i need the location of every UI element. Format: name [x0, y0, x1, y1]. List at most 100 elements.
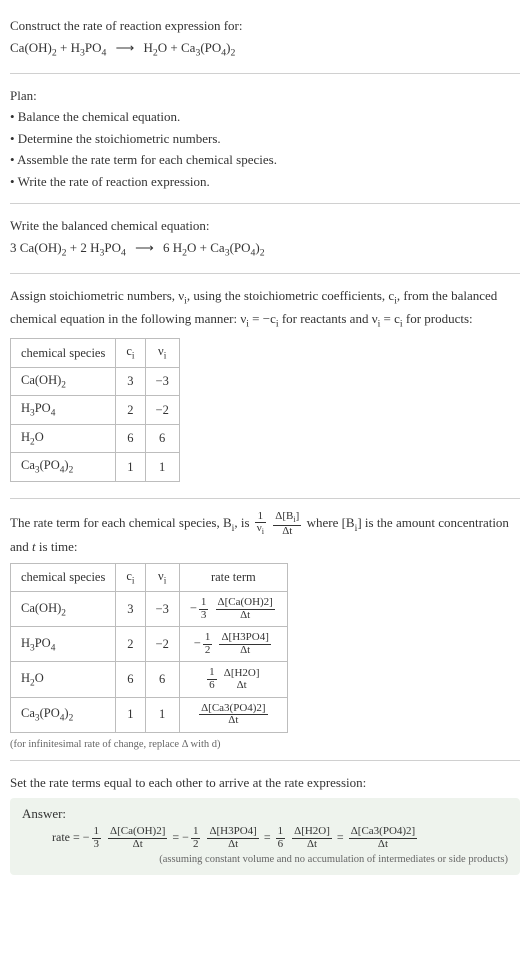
- t: where [B: [307, 515, 355, 530]
- t: , using the stoichiometric coefficients,…: [187, 288, 394, 303]
- t: (PO: [40, 706, 60, 720]
- num: 1: [276, 826, 286, 839]
- cell-rate: −12 Δ[H3PO4]Δt: [179, 627, 287, 662]
- neg: −: [190, 601, 197, 615]
- col-species: chemical species: [11, 563, 116, 592]
- plan-bullet: • Balance the chemical equation.: [10, 107, 520, 127]
- t: , is: [234, 515, 252, 530]
- t: Ca: [181, 40, 195, 55]
- plan-bullet: • Determine the stoichiometric numbers.: [10, 129, 520, 149]
- t: H: [90, 240, 99, 255]
- t: PO: [85, 40, 102, 55]
- col-species: chemical species: [11, 339, 116, 368]
- set-text: Set the rate terms equal to each other t…: [10, 773, 520, 793]
- divider: [10, 760, 520, 761]
- num: 1: [199, 597, 209, 610]
- fraction: Δ[Ca3(PO4)2]Δt: [349, 826, 418, 850]
- den: 3: [199, 610, 209, 622]
- col-rate: rate term: [179, 563, 287, 592]
- s: i: [262, 528, 264, 537]
- cell-species: Ca3(PO4)2: [11, 697, 116, 732]
- fraction: Δ[Ca(OH)2]Δt: [216, 597, 275, 621]
- t: Ca: [21, 706, 35, 720]
- den: Δt: [292, 839, 332, 851]
- prompt-equation: Ca(OH)2 + H3PO4 ⟶ H2O + Ca3(PO4)2: [10, 38, 520, 61]
- col-ci: ci: [116, 563, 145, 592]
- cell-ci: 3: [116, 592, 145, 627]
- plan-header: Plan:: [10, 86, 520, 106]
- cell-nui: 1: [145, 453, 179, 482]
- set-section: Set the rate terms equal to each other t…: [10, 765, 520, 882]
- reaction-arrow: ⟶: [116, 38, 135, 58]
- s: i: [132, 576, 135, 586]
- t: H: [144, 40, 153, 55]
- s: i: [164, 576, 167, 586]
- t: = c: [380, 311, 400, 326]
- cell-nui: 1: [145, 697, 179, 732]
- cell-nui: 6: [145, 424, 179, 453]
- species-h3po4: H3PO4: [71, 40, 107, 55]
- cell-species: H3PO4: [11, 627, 116, 662]
- t: O: [35, 671, 44, 685]
- t: H: [21, 401, 30, 415]
- species-h2o: H2O: [173, 240, 197, 255]
- neg: −: [83, 830, 90, 844]
- prompt-section: Construct the rate of reaction expressio…: [10, 8, 520, 69]
- den: 6: [207, 680, 217, 692]
- s: 4: [121, 247, 126, 258]
- assign-section: Assign stoichiometric numbers, νi, using…: [10, 278, 520, 494]
- cell-nui: 6: [145, 662, 179, 697]
- s: 2: [231, 47, 236, 58]
- balanced-section: Write the balanced chemical equation: 3 …: [10, 208, 520, 269]
- den: Δt: [207, 839, 258, 851]
- plan-bullet: • Write the rate of reaction expression.: [10, 172, 520, 192]
- divider: [10, 203, 520, 204]
- den: Δt: [273, 526, 301, 538]
- fraction: 12: [191, 826, 201, 850]
- coef: 2: [80, 240, 90, 255]
- table-row: Ca(OH)2 3 −3: [11, 367, 180, 396]
- species-ca3po42: Ca3(PO4)2: [210, 240, 264, 255]
- col-ci: ci: [116, 339, 145, 368]
- fraction: 12: [203, 632, 213, 656]
- plus: +: [196, 240, 210, 255]
- t: Ca(OH): [20, 240, 62, 255]
- s: 2: [260, 247, 265, 258]
- t: O: [35, 430, 44, 444]
- num: 1: [191, 826, 201, 839]
- assign-text: Assign stoichiometric numbers, νi, using…: [10, 286, 520, 332]
- t: Δ[B: [275, 510, 293, 522]
- table-header-row: chemical species ci νi rate term: [11, 563, 288, 592]
- fraction: Δ[H3PO4]Δt: [207, 826, 258, 850]
- s: 2: [69, 466, 74, 476]
- fraction: 16: [207, 667, 217, 691]
- cell-species: H2O: [11, 662, 116, 697]
- t: Assign stoichiometric numbers, ν: [10, 288, 184, 303]
- col-nui: νi: [145, 339, 179, 368]
- cell-nui: −3: [145, 592, 179, 627]
- t: (PO: [40, 458, 60, 472]
- col-nui: νi: [145, 563, 179, 592]
- answer-box: Answer: rate = −13 Δ[Ca(OH)2]Δt = −12 Δ[…: [10, 798, 520, 875]
- s: 2: [61, 380, 66, 390]
- t: PO: [35, 401, 51, 415]
- cell-nui: −2: [145, 396, 179, 425]
- cell-nui: −3: [145, 367, 179, 396]
- den: Δt: [219, 645, 270, 657]
- prompt-text: Construct the rate of reaction expressio…: [10, 16, 520, 36]
- t: (PO: [200, 40, 221, 55]
- den: Δt: [224, 680, 260, 692]
- t: PO: [104, 240, 121, 255]
- cell-ci: 1: [116, 453, 145, 482]
- cell-nui: −2: [145, 627, 179, 662]
- table-row: Ca3(PO4)2 1 1 Δ[Ca3(PO4)2]Δt: [11, 697, 288, 732]
- table-row: Ca(OH)2 3 −3 −13 Δ[Ca(OH)2]Δt: [11, 592, 288, 627]
- footnote: (for infinitesimal rate of change, repla…: [10, 739, 520, 750]
- den: Δt: [349, 839, 418, 851]
- plus: +: [67, 240, 81, 255]
- cell-species: Ca(OH)2: [11, 592, 116, 627]
- t: Ca(OH): [21, 373, 61, 387]
- rateterm-text: The rate term for each chemical species,…: [10, 511, 520, 557]
- cell-species: Ca3(PO4)2: [11, 453, 116, 482]
- t: O: [187, 240, 196, 255]
